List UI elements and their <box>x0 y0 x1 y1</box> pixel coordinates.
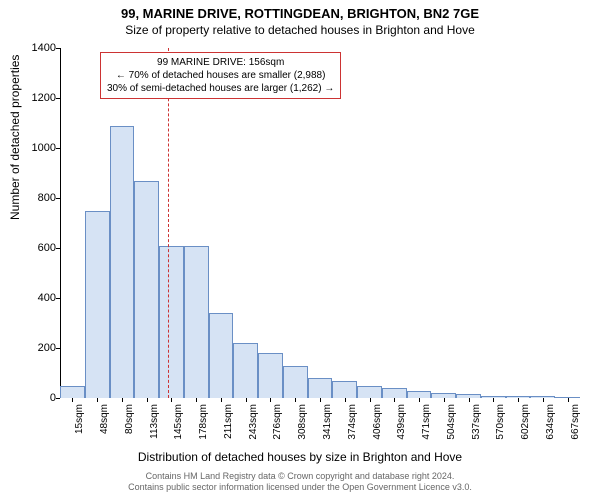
histogram-bar <box>159 246 184 399</box>
y-tick: 1400 <box>32 42 56 54</box>
y-tick-mark <box>56 348 60 349</box>
y-tick: 600 <box>38 242 56 254</box>
histogram-bar <box>110 126 135 399</box>
x-tick-mark <box>493 398 494 402</box>
y-tick: 1000 <box>32 142 56 154</box>
x-tick-mark <box>568 398 569 402</box>
x-tick: 471sqm <box>421 404 432 454</box>
y-tick-mark <box>56 98 60 99</box>
x-tick: 15sqm <box>74 404 85 454</box>
x-tick-mark <box>72 398 73 402</box>
histogram-bar <box>134 181 159 399</box>
x-tick-mark <box>295 398 296 402</box>
footer-line1: Contains HM Land Registry data © Crown c… <box>0 471 600 483</box>
annotation-line3: 30% of semi-detached houses are larger (… <box>107 82 334 95</box>
annotation-line1: 99 MARINE DRIVE: 156sqm <box>107 56 334 69</box>
x-tick: 439sqm <box>396 404 407 454</box>
x-tick-mark <box>394 398 395 402</box>
histogram-bar <box>407 391 432 399</box>
x-tick: 570sqm <box>495 404 506 454</box>
x-tick: 667sqm <box>570 404 581 454</box>
x-tick-mark <box>196 398 197 402</box>
histogram-bar <box>283 366 308 399</box>
x-tick-mark <box>370 398 371 402</box>
x-tick-mark <box>543 398 544 402</box>
x-tick-mark <box>171 398 172 402</box>
x-tick: 308sqm <box>297 404 308 454</box>
histogram-bar <box>209 313 234 398</box>
x-tick-mark <box>345 398 346 402</box>
x-tick: 634sqm <box>545 404 556 454</box>
title-main: 99, MARINE DRIVE, ROTTINGDEAN, BRIGHTON,… <box>0 0 600 21</box>
x-tick-mark <box>221 398 222 402</box>
annotation-box: 99 MARINE DRIVE: 156sqm← 70% of detached… <box>100 52 341 99</box>
y-tick-mark <box>56 48 60 49</box>
x-tick: 80sqm <box>124 404 135 454</box>
x-tick: 406sqm <box>372 404 383 454</box>
histogram-bar <box>85 211 110 399</box>
chart-container: 99, MARINE DRIVE, ROTTINGDEAN, BRIGHTON,… <box>0 0 600 500</box>
x-tick: 48sqm <box>99 404 110 454</box>
histogram-bar <box>332 381 357 399</box>
histogram-bar <box>308 378 333 398</box>
histogram-bar <box>233 343 258 398</box>
y-tick-mark <box>56 298 60 299</box>
histogram-bar <box>184 246 209 399</box>
y-tick-mark <box>56 148 60 149</box>
plot-region: 020040060080010001200140015sqm48sqm80sqm… <box>60 48 580 398</box>
x-tick-mark <box>147 398 148 402</box>
histogram-bar <box>357 386 382 399</box>
title-sub: Size of property relative to detached ho… <box>0 21 600 37</box>
footer-line2: Contains public sector information licen… <box>0 482 600 494</box>
x-tick: 178sqm <box>198 404 209 454</box>
y-axis-label: Number of detached properties <box>8 55 22 220</box>
y-tick: 400 <box>38 292 56 304</box>
x-tick-mark <box>320 398 321 402</box>
histogram-bar <box>258 353 283 398</box>
y-axis-line <box>60 48 61 398</box>
x-tick: 341sqm <box>322 404 333 454</box>
histogram-bar <box>382 388 407 398</box>
x-tick: 374sqm <box>347 404 358 454</box>
x-tick-mark <box>122 398 123 402</box>
x-tick: 602sqm <box>520 404 531 454</box>
x-tick-mark <box>270 398 271 402</box>
x-tick: 211sqm <box>223 404 234 454</box>
x-tick: 113sqm <box>149 404 160 454</box>
x-axis-label: Distribution of detached houses by size … <box>0 450 600 464</box>
x-tick: 276sqm <box>272 404 283 454</box>
y-tick-mark <box>56 248 60 249</box>
x-tick-mark <box>469 398 470 402</box>
x-tick: 243sqm <box>248 404 259 454</box>
y-tick-mark <box>56 398 60 399</box>
x-tick: 537sqm <box>471 404 482 454</box>
chart-area: 020040060080010001200140015sqm48sqm80sqm… <box>60 48 580 398</box>
x-tick-mark <box>419 398 420 402</box>
y-tick: 200 <box>38 342 56 354</box>
x-tick-mark <box>246 398 247 402</box>
histogram-bar <box>60 386 85 399</box>
x-tick-mark <box>444 398 445 402</box>
x-tick: 145sqm <box>173 404 184 454</box>
x-tick: 504sqm <box>446 404 457 454</box>
y-tick-mark <box>56 198 60 199</box>
y-tick: 1200 <box>32 92 56 104</box>
annotation-line2: ← 70% of detached houses are smaller (2,… <box>107 69 334 82</box>
marker-line <box>168 48 170 398</box>
x-tick-mark <box>97 398 98 402</box>
y-tick: 800 <box>38 192 56 204</box>
x-tick-mark <box>518 398 519 402</box>
footer-attribution: Contains HM Land Registry data © Crown c… <box>0 471 600 494</box>
